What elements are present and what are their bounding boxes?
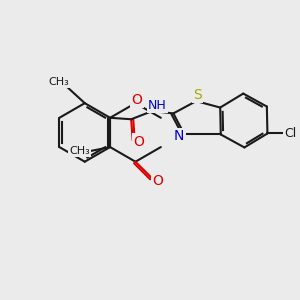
Text: CH₃: CH₃ [70, 146, 90, 156]
Text: NH: NH [148, 99, 167, 112]
Text: N: N [174, 129, 184, 143]
Text: S: S [193, 88, 202, 102]
Text: O: O [152, 174, 163, 188]
Text: O: O [131, 93, 142, 106]
Text: O: O [133, 135, 144, 149]
Text: CH₃: CH₃ [48, 77, 69, 87]
Text: Cl: Cl [285, 127, 297, 140]
